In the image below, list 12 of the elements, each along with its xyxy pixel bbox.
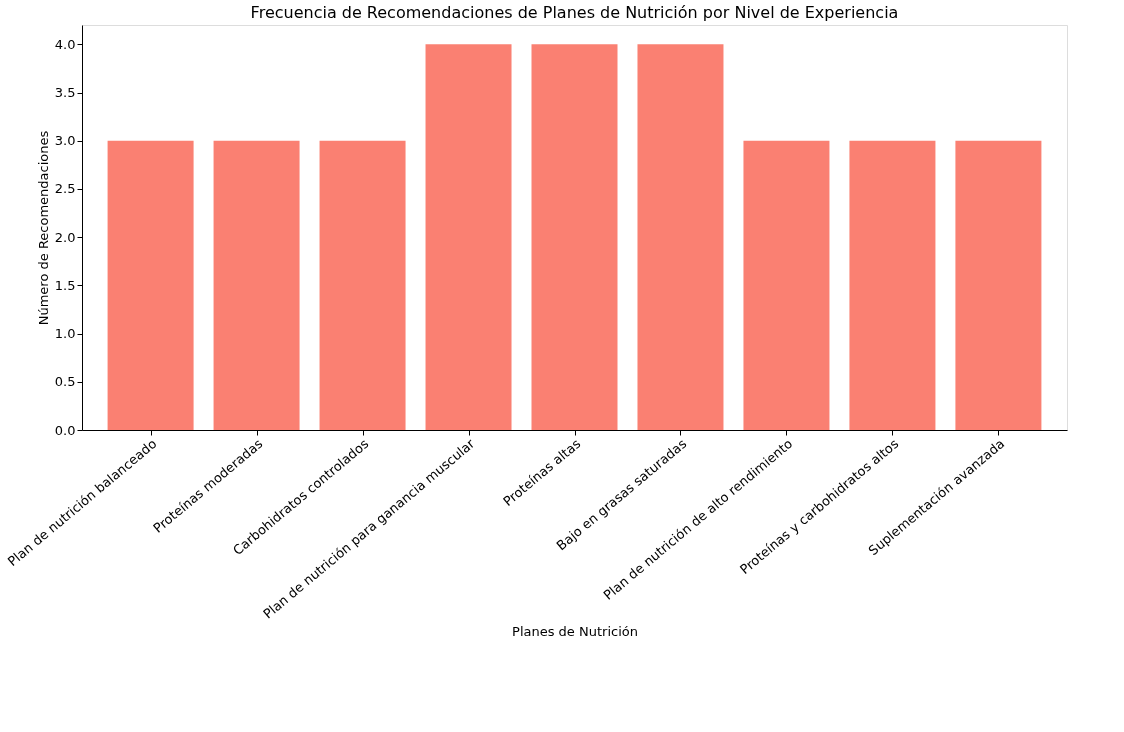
y-tick-label: 2.0	[54, 229, 76, 245]
y-tick-label: 1.5	[54, 277, 76, 293]
y-tick-label: 2.5	[54, 181, 76, 197]
y-tick-label: 1.0	[54, 326, 76, 342]
y-tick-label: 0.5	[54, 374, 76, 390]
y-tick-label: 0.0	[54, 422, 76, 438]
y-tick-label: 3.0	[54, 133, 76, 149]
y-axis-title: Número de Recomendaciones	[35, 130, 51, 326]
y-tick-label: 4.0	[54, 36, 76, 52]
y-tick-label: 3.5	[54, 85, 76, 100]
x-axis-title: Planes de Nutrición	[512, 623, 638, 639]
chart-title: Frecuencia de Recomendaciones de Planes de Nutrición por Nivel de Experiencia	[250, 3, 899, 22]
